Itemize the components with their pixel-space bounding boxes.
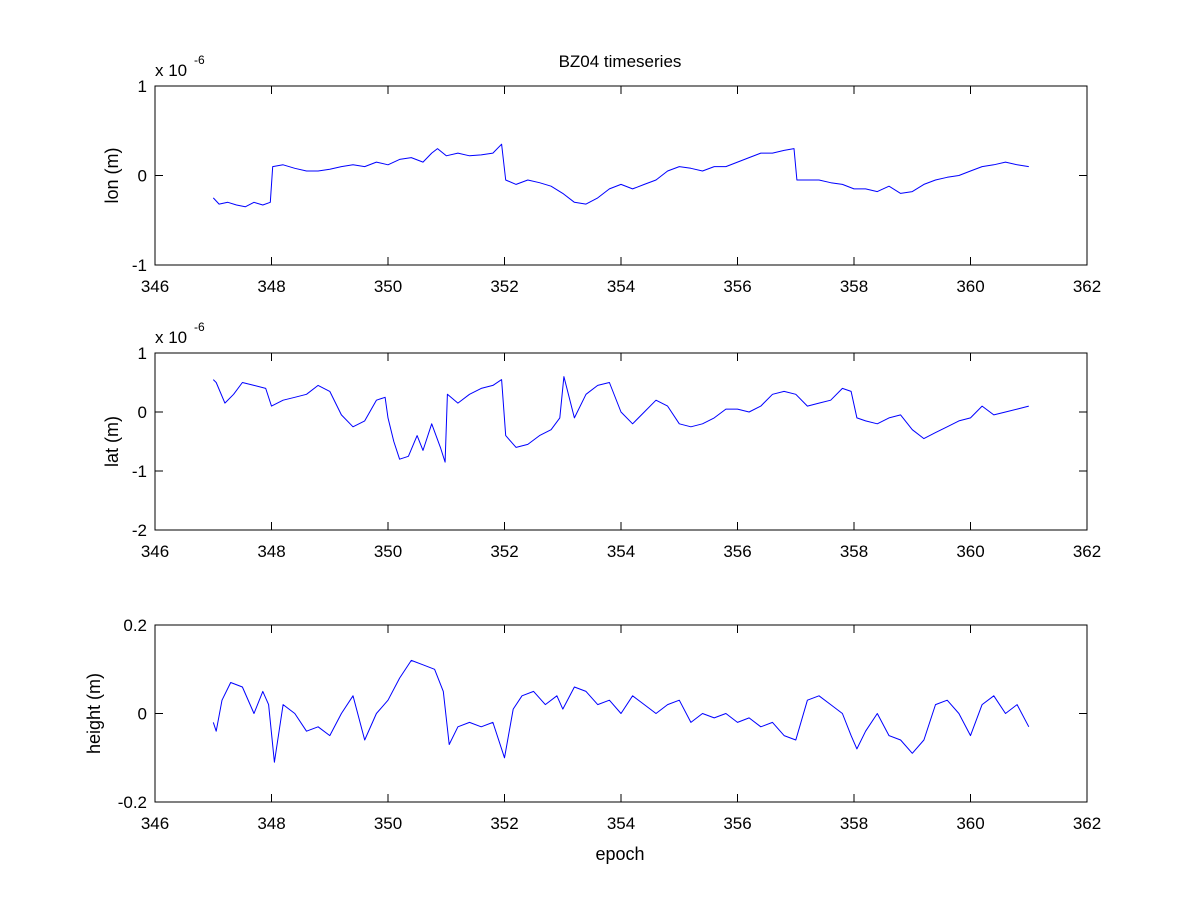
figure-title: BZ04 timeseries xyxy=(559,52,682,71)
x-tick-label: 360 xyxy=(956,814,984,833)
y-tick-label: -0.2 xyxy=(118,793,147,812)
y-tick-label: 1 xyxy=(138,77,147,96)
x-tick-label: 362 xyxy=(1073,542,1101,561)
subplot-3: 346 348 350 352 354 356 358 360 362 -0.2 0 0.2 heigh… xyxy=(84,616,1101,833)
series-line-1 xyxy=(212,143,1029,208)
y-axis-label: height (m) xyxy=(84,673,104,754)
x-tick-label: 354 xyxy=(607,277,635,296)
subplot-panels: 346 348 350 352 354 356 358 360 362 -1 0 1 lon (m) x … xyxy=(84,53,1101,833)
x-tick-label: 350 xyxy=(374,814,402,833)
y-tick-label: 0.2 xyxy=(123,616,147,635)
x-tick-label: 346 xyxy=(141,277,169,296)
subplot-2: 346 348 350 352 354 356 358 360 362 -2 -1 0 1 lat (m)… xyxy=(102,320,1101,561)
figure-x-axis-label: epoch xyxy=(595,844,644,864)
y-tick-label: -1 xyxy=(132,256,147,275)
x-tick-label: 348 xyxy=(257,542,285,561)
y-axis-label: lon (m) xyxy=(102,147,122,203)
x-tick-label: 362 xyxy=(1073,814,1101,833)
x-tick-label: 350 xyxy=(374,277,402,296)
subplot-1: 346 348 350 352 354 356 358 360 362 -1 0 1 lon (m) x … xyxy=(102,53,1101,296)
x-tick-label: 356 xyxy=(723,542,751,561)
axis-scale-exponent: -6 xyxy=(194,320,205,334)
y-tick-label: 0 xyxy=(138,705,147,724)
x-tick-label: 356 xyxy=(723,277,751,296)
x-tick-label: 362 xyxy=(1073,277,1101,296)
x-tick-label: 350 xyxy=(374,542,402,561)
y-tick-label: -1 xyxy=(132,462,147,481)
y-tick-label: 1 xyxy=(138,344,147,363)
axis-scale-multiplier: x 10 xyxy=(155,61,187,80)
x-tick-label: 358 xyxy=(840,814,868,833)
x-tick-label: 360 xyxy=(956,542,984,561)
axis-scale-exponent: -6 xyxy=(194,53,205,67)
x-tick-label: 354 xyxy=(607,814,635,833)
series-line-1 xyxy=(212,659,1030,763)
series-line-1 xyxy=(212,376,1029,463)
y-tick-label: 0 xyxy=(138,167,147,186)
axis-scale-multiplier: x 10 xyxy=(155,328,187,347)
y-axis-label: lat (m) xyxy=(102,416,122,467)
x-tick-label: 352 xyxy=(490,277,518,296)
x-tick-label: 356 xyxy=(723,814,751,833)
x-tick-label: 354 xyxy=(607,542,635,561)
x-tick-label: 358 xyxy=(840,277,868,296)
x-tick-label: 348 xyxy=(257,814,285,833)
x-tick-label: 346 xyxy=(141,814,169,833)
x-tick-label: 360 xyxy=(956,277,984,296)
x-tick-label: 358 xyxy=(840,542,868,561)
x-tick-label: 348 xyxy=(257,277,285,296)
y-tick-label: -2 xyxy=(132,521,147,540)
y-tick-label: 0 xyxy=(138,403,147,422)
x-tick-label: 352 xyxy=(490,542,518,561)
x-tick-label: 346 xyxy=(141,542,169,561)
x-tick-label: 352 xyxy=(490,814,518,833)
